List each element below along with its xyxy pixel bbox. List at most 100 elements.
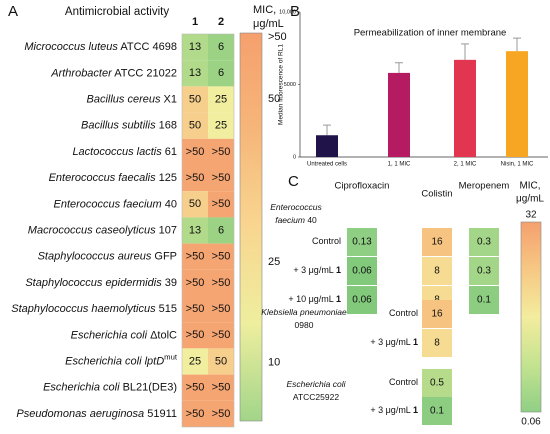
heatmap-cell [422, 300, 452, 328]
cell-value: 25 [215, 120, 227, 132]
heatmap-cell [208, 374, 234, 401]
cell-value: >50 [186, 303, 205, 315]
label-part: Control [389, 308, 418, 318]
heatmap-cell [469, 228, 499, 256]
chart-title: Permeabilization of inner membrane [354, 28, 507, 39]
label-part: Escherichia coli lptD [65, 355, 164, 367]
y-tick-label: 10,000 [279, 9, 296, 15]
heatmap-cell [182, 374, 208, 401]
label-part: Bacillus subtilis [81, 120, 156, 132]
label-part: Staphylococcus haemolyticus [11, 303, 156, 315]
panel-label: B [290, 3, 300, 20]
heatmap-cell [208, 112, 234, 139]
label-part: 1 [336, 294, 341, 304]
label-part: 0980 [295, 320, 314, 330]
heatmap-cell [182, 296, 208, 323]
colorbar-label: >50 [268, 31, 287, 43]
heatmap-cell [182, 243, 208, 270]
heatmap-cell [422, 329, 452, 357]
cell-value: 8 [434, 338, 440, 349]
label-part: 51911 [144, 408, 177, 420]
row-label: Control [389, 308, 418, 318]
x-tick-label: Nisin, 1 MIC [501, 162, 534, 168]
heatmap-cell [208, 269, 234, 296]
label-part: + 3 μg/mL [370, 337, 413, 347]
cell-value: >50 [186, 146, 205, 158]
cell-value: 0.3 [477, 237, 491, 248]
group-label: Escherichia coli [286, 379, 346, 389]
heatmap-cell [182, 86, 208, 113]
row-label: Lactococcus lactis 61 [72, 146, 177, 158]
colorbar-label: 10 [268, 357, 280, 369]
heatmap-cell [208, 86, 234, 113]
group-label: Enterococcus [270, 202, 322, 212]
group-label: 0980 [295, 320, 314, 330]
label-part: 125 [156, 172, 177, 184]
label-part: mut [164, 352, 178, 361]
label-part: 1 [413, 337, 418, 347]
heatmap-cell [208, 296, 234, 323]
cell-value: >50 [212, 251, 231, 263]
cell-value: 50 [189, 93, 201, 105]
cell-value: >50 [186, 382, 205, 394]
label-part: 40 [305, 215, 317, 225]
label-part: 107 [156, 224, 177, 236]
heatmap-cell [182, 269, 208, 296]
cell-value: 50 [215, 355, 227, 367]
row-label: Enterococcus faecium 40 [53, 198, 177, 210]
heatmap-cell [182, 112, 208, 139]
label-part: Escherichia coli [286, 379, 346, 389]
cell-value: >50 [212, 303, 231, 315]
cell-value: 6 [218, 41, 224, 53]
unit-label: μg/mL [516, 194, 544, 205]
column-header: 2 [218, 16, 224, 28]
row-label: Staphylococcus aureus GFP [38, 251, 177, 263]
heatmap-cell [182, 400, 208, 427]
row-label: + 3 μg/mL 1 [370, 337, 418, 347]
heatmap-cell [182, 138, 208, 165]
heatmap-cell [208, 322, 234, 349]
heatmap-cell [208, 34, 234, 61]
y-axis-label: Median fluorescence of RL1 [278, 44, 285, 125]
label-part: Macrococcus caseolyticus [28, 224, 156, 236]
heatmap-cell [469, 286, 499, 314]
label-part: Staphylococcus epidermidis [25, 277, 162, 289]
label-part: 1 [413, 405, 418, 415]
group-label: ATCC25922 [293, 392, 339, 402]
cell-value: 50 [189, 198, 201, 210]
heatmap-cell [422, 369, 452, 397]
colorbar-label: 0.06 [521, 417, 541, 428]
panel-label: A [8, 3, 18, 20]
heatmap-cell [208, 217, 234, 244]
label-part: Arthrobacter [50, 67, 113, 79]
x-tick-label: 2, 1 MIC [454, 162, 477, 168]
cell-value: >50 [212, 146, 231, 158]
label-part: ATCC 21022 [112, 67, 177, 79]
panel-title: Antimicrobial activity [65, 6, 169, 18]
heatmap-cell [182, 165, 208, 192]
cell-value: >50 [186, 277, 205, 289]
heatmap-cell [208, 348, 234, 375]
label-part: Escherichia coli [71, 329, 148, 341]
heatmap-cell [208, 400, 234, 427]
label-part: ATCC 4698 [118, 41, 177, 53]
cell-value: 50 [189, 120, 201, 132]
heatmap-cell [422, 257, 452, 285]
heatmap-cell [347, 257, 377, 285]
cell-value: 0.5 [430, 378, 444, 389]
row-label: Escherichia coli BL21(DE3) [43, 382, 177, 394]
heatmap-cell [182, 191, 208, 218]
bar [506, 51, 528, 157]
colorbar-label: 32 [525, 210, 537, 221]
group-label: faecium 40 [275, 215, 317, 225]
label-part: faecium [275, 215, 305, 225]
heatmap-cell [208, 60, 234, 87]
heatmap-cell [182, 60, 208, 87]
heatmap-frame [181, 33, 235, 428]
colorbar [520, 221, 542, 413]
heatmap-cell [422, 397, 452, 425]
label-part: Klebsiella pneumoniae [261, 307, 347, 317]
colorbar-label: 50 [268, 93, 280, 105]
label-part: Enterococcus [270, 202, 322, 212]
